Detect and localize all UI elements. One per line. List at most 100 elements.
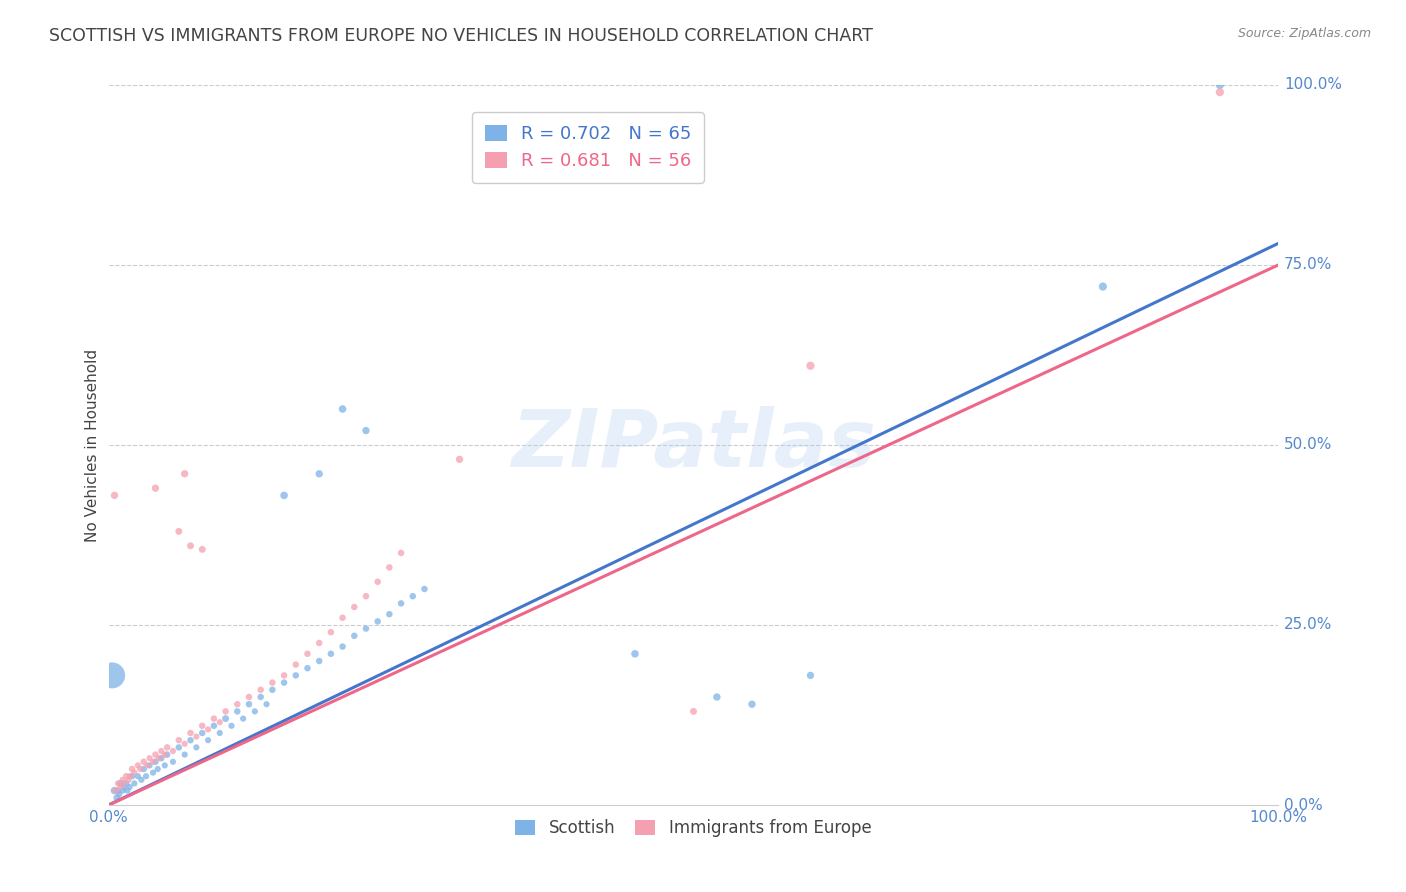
Point [262,675,284,690]
Point [150,744,173,758]
Point [142,755,165,769]
Point [249,682,271,697]
Point [117,783,139,797]
Point [124,765,146,780]
Point [127,769,149,783]
Text: 25.0%: 25.0% [1284,617,1333,632]
Point [162,744,184,758]
Point [273,488,295,502]
Point [131,772,153,787]
Point [107,776,129,790]
Point [153,758,176,772]
Point [110,776,132,790]
Point [332,611,354,625]
Point [121,769,143,783]
Point [214,705,236,719]
Point [208,715,231,730]
Point [256,697,278,711]
Point [127,758,149,772]
Point [186,740,208,755]
Point [132,755,155,769]
Point [118,769,141,783]
Point [138,751,160,765]
Point [343,629,366,643]
Point [150,751,173,765]
Point [105,790,128,805]
Text: 75.0%: 75.0% [1284,258,1333,272]
Point [173,467,195,481]
Point [197,723,219,737]
Point [226,705,249,719]
Point [117,772,139,787]
Point [179,726,201,740]
Point [145,755,167,769]
Point [367,615,389,629]
Point [378,560,401,574]
Point [682,705,704,719]
Point [167,524,190,539]
Point [221,719,243,733]
Point [238,697,260,711]
Point [343,599,366,614]
Point [112,776,135,790]
Text: 0.0%: 0.0% [1284,797,1323,813]
Legend: Scottish, Immigrants from Europe: Scottish, Immigrants from Europe [509,812,879,844]
Point [1209,78,1232,92]
Y-axis label: No Vehicles in Household: No Vehicles in Household [86,349,100,541]
Point [191,542,214,557]
Point [179,733,201,747]
Point [107,783,129,797]
Point [389,596,412,610]
Point [179,539,201,553]
Text: ZIPatlas: ZIPatlas [510,406,876,484]
Point [389,546,412,560]
Text: 50.0%: 50.0% [1284,437,1333,452]
Point [135,769,157,783]
Point [297,647,319,661]
Point [284,668,307,682]
Point [162,755,184,769]
Point [115,769,138,783]
Point [142,765,165,780]
Point [297,661,319,675]
Point [101,668,124,682]
Point [148,751,170,765]
Point [308,467,330,481]
Point [108,787,131,801]
Point [110,780,132,794]
Point [706,690,728,704]
Text: SCOTTISH VS IMMIGRANTS FROM EUROPE NO VEHICLES IN HOUSEHOLD CORRELATION CHART: SCOTTISH VS IMMIGRANTS FROM EUROPE NO VE… [49,27,873,45]
Point [741,697,763,711]
Point [115,776,138,790]
Point [121,762,143,776]
Point [799,668,821,682]
Point [308,636,330,650]
Point [111,783,134,797]
Point [145,481,167,495]
Point [624,647,647,661]
Point [273,668,295,682]
Point [167,740,190,755]
Point [145,747,167,762]
Point [111,772,134,787]
Point [104,783,127,797]
Point [186,730,208,744]
Point [208,726,231,740]
Point [156,740,179,755]
Point [262,682,284,697]
Point [449,452,471,467]
Point [367,574,389,589]
Point [238,690,260,704]
Point [173,737,195,751]
Point [354,622,377,636]
Point [146,762,169,776]
Point [413,582,436,596]
Point [284,657,307,672]
Point [197,733,219,747]
Point [319,647,342,661]
Point [332,640,354,654]
Point [156,747,179,762]
Point [191,719,214,733]
Point [273,675,295,690]
Point [354,424,377,438]
